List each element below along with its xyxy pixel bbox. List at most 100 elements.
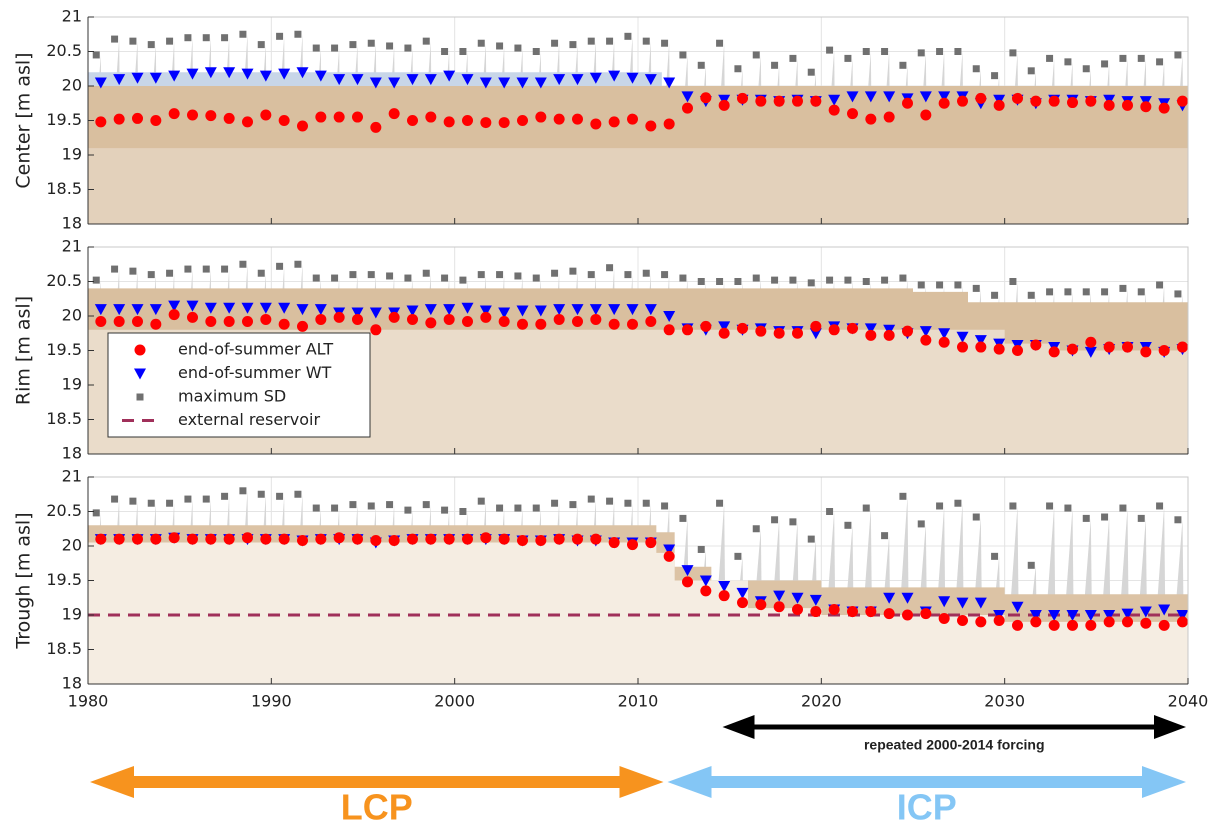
wt-point [773,590,786,602]
alt-point [993,615,1005,627]
sd-point [404,274,412,282]
alt-point [883,111,895,123]
alt-point [205,110,217,122]
sd-point [1137,514,1145,522]
alt-point [1122,99,1133,111]
sd-point [496,271,504,279]
alt-point [498,533,510,545]
alt-point [1140,346,1152,358]
wt-point [663,311,676,322]
wt-point [241,302,254,314]
sd-point [1046,54,1054,62]
alt-point [535,318,547,330]
annotation-arrow-head [90,766,134,798]
alt-point [627,318,638,330]
alt-point [95,116,107,128]
alt-point [517,115,528,126]
annotation-arrow-head [667,766,712,798]
sd-point [422,501,430,509]
alt-point [150,318,162,330]
sd-point [624,32,632,40]
wt-point [663,544,676,556]
sd-point [147,271,155,279]
sd-point [147,499,155,507]
x-tick-label: 1980 [68,692,109,711]
alt-point [663,550,675,562]
annotation-text: repeated 2000-2014 forcing [864,737,1045,753]
wt-point [443,304,456,316]
alt-point [993,99,1005,111]
y-tick-label: 20.5 [46,271,82,290]
sd-point [1174,290,1182,298]
sd-point [404,506,412,514]
area [88,148,1188,224]
sd-point [1174,516,1182,524]
sd-point [899,274,907,282]
sd-point [1137,288,1145,296]
alt-point [187,533,198,545]
wt-point [516,77,529,89]
alt-point [242,116,253,128]
alt-point [682,324,693,336]
wt-point [534,77,547,89]
y-tick-label: 20.5 [46,501,82,520]
sd-point [1009,278,1017,285]
sd-point [697,61,705,69]
alt-point [645,316,657,328]
wt-point [186,300,199,312]
alt-point [187,109,198,121]
sd-point [239,260,247,268]
alt-point [407,533,418,545]
wt-point [809,328,822,340]
alt-point [517,318,528,330]
wt-point [864,91,877,103]
y-tick-label: 19 [62,605,82,624]
sd-point [716,278,724,285]
sd-point [239,30,247,38]
alt-point [1177,341,1188,353]
alt-point [223,316,235,328]
y-tick-label: 20.5 [46,41,82,60]
wt-point [938,328,951,340]
wt-point [296,304,309,316]
sd-point [349,271,357,279]
alt-point [480,532,492,544]
wt-point [204,67,217,79]
sd-point [844,54,852,62]
alt-point [1103,99,1115,111]
sd-point [1027,291,1035,299]
alt-point [1012,345,1023,356]
sd-point [532,48,540,55]
alt-point [1177,95,1188,107]
sd-point [789,518,797,526]
alt-point [370,121,382,133]
alt-point [572,113,583,125]
wt-point [296,67,309,79]
wt-point [314,70,327,82]
sd-point [496,42,504,50]
alt-point [205,316,217,328]
wt-point [168,300,181,312]
sd-point [679,514,687,522]
alt-point [1012,92,1023,104]
annotation-arrow-head [619,766,664,798]
wt-point [406,74,419,86]
alt-point [773,601,785,613]
sd-point [1009,49,1017,57]
alt-point [1030,339,1042,351]
wt-point [461,302,474,314]
sd-point [826,46,834,54]
wt-point [846,91,859,103]
alt-point [865,606,877,618]
wt-point [1029,610,1042,621]
alt-point [1085,95,1097,107]
sd-point [697,545,705,553]
wt-point [186,68,199,80]
alt-point [902,325,913,337]
x-tick-label: 2020 [801,692,842,711]
y-axis-label: Trough [m asl] [13,512,35,649]
sd-point [386,42,394,50]
alt-point [883,608,895,620]
alt-point [553,533,565,545]
